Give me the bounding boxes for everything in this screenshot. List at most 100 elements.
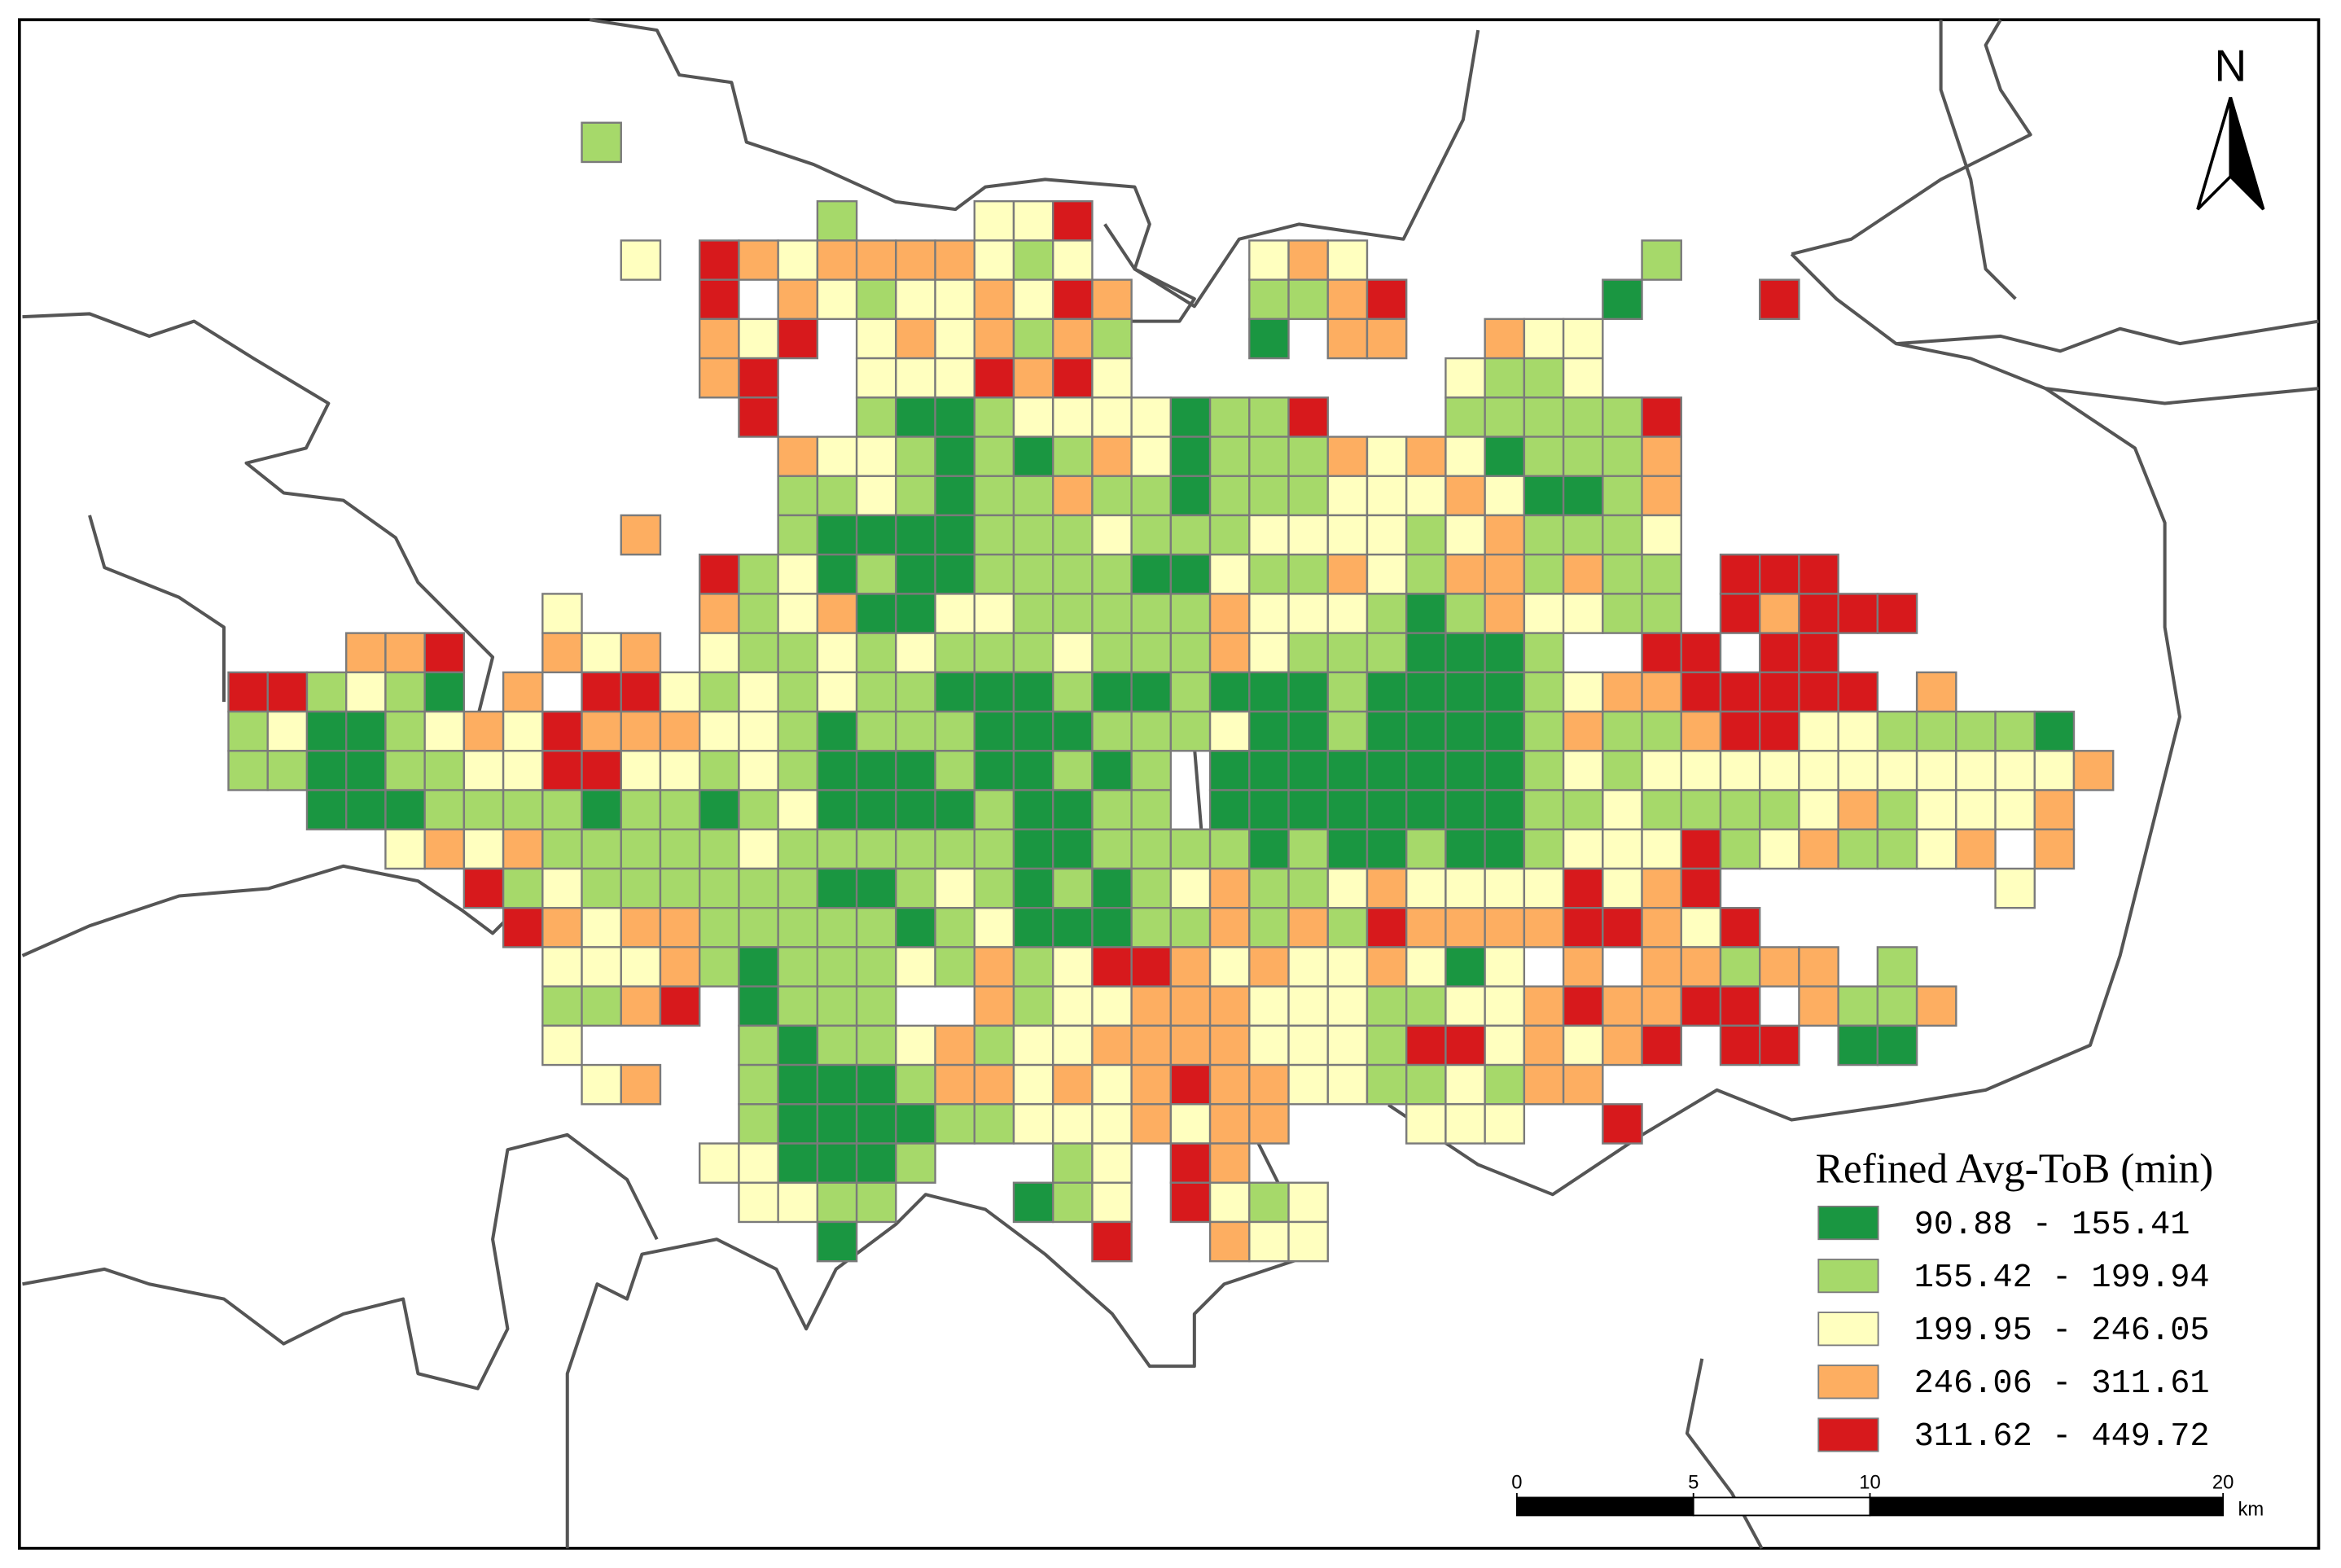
grid-cell bbox=[1248, 985, 1290, 1027]
grid-cell bbox=[1798, 593, 1839, 634]
grid-cell bbox=[1012, 671, 1054, 713]
boundary bbox=[88, 515, 226, 703]
grid-cell bbox=[1208, 632, 1251, 674]
grid-cell bbox=[1091, 1220, 1133, 1263]
grid-cell bbox=[1091, 632, 1133, 674]
grid-cell bbox=[777, 318, 819, 360]
scale-bar-segment bbox=[1692, 1496, 1871, 1517]
grid-cell bbox=[816, 199, 858, 242]
grid-cell bbox=[855, 867, 897, 909]
grid-cell bbox=[423, 750, 466, 791]
grid-cell bbox=[738, 1063, 779, 1106]
grid-cell bbox=[699, 553, 740, 595]
grid-cell bbox=[1484, 593, 1526, 634]
grid-cell bbox=[934, 1024, 975, 1067]
grid-cell bbox=[1012, 553, 1054, 595]
grid-cell bbox=[855, 475, 897, 517]
grid-cell bbox=[345, 789, 387, 830]
grid-cell bbox=[423, 789, 466, 830]
grid-cell bbox=[1405, 750, 1447, 791]
grid-cell bbox=[1759, 946, 1800, 988]
grid-cell bbox=[1876, 1024, 1918, 1067]
grid-cell bbox=[777, 553, 819, 595]
grid-cell bbox=[1248, 1103, 1290, 1145]
grid-cell bbox=[1444, 1103, 1486, 1145]
grid-cell bbox=[1523, 867, 1565, 909]
grid-cell bbox=[1444, 396, 1486, 438]
grid-cell bbox=[1366, 436, 1408, 477]
grid-cell bbox=[855, 750, 897, 791]
grid-cell bbox=[1012, 750, 1054, 791]
grid-cell bbox=[1248, 828, 1290, 870]
grid-cell bbox=[1562, 671, 1604, 713]
grid-cell bbox=[1955, 710, 1997, 752]
grid-cell bbox=[816, 553, 858, 595]
grid-cell bbox=[1602, 475, 1643, 517]
grid-cell bbox=[1602, 593, 1643, 634]
grid-cell bbox=[973, 593, 1015, 634]
legend-swatch bbox=[1817, 1205, 1879, 1241]
grid-cell bbox=[2072, 750, 2115, 791]
grid-cell bbox=[895, 239, 936, 281]
grid-cell bbox=[266, 671, 309, 713]
grid-cell bbox=[855, 985, 897, 1027]
grid-cell bbox=[1523, 1024, 1565, 1067]
grid-cell bbox=[1091, 906, 1133, 948]
grid-cell bbox=[1484, 632, 1526, 674]
grid-cell bbox=[1091, 436, 1133, 477]
grid-cell bbox=[738, 946, 779, 988]
grid-cell bbox=[1287, 396, 1329, 438]
grid-cell bbox=[973, 710, 1015, 752]
grid-cell bbox=[855, 593, 897, 634]
grid-cell bbox=[855, 828, 897, 870]
grid-cell bbox=[1719, 985, 1761, 1027]
grid-cell bbox=[1759, 710, 1800, 752]
grid-cell bbox=[1759, 671, 1800, 713]
grid-cell bbox=[1798, 828, 1839, 870]
grid-cell bbox=[1484, 475, 1526, 517]
grid-cell bbox=[1130, 396, 1173, 438]
legend-swatch bbox=[1817, 1312, 1879, 1347]
grid-cell bbox=[305, 750, 348, 791]
grid-cell bbox=[1798, 946, 1839, 988]
grid-cell bbox=[1641, 593, 1682, 634]
grid-cell bbox=[1602, 1103, 1643, 1145]
grid-cell bbox=[1326, 593, 1369, 634]
grid-cell bbox=[934, 632, 975, 674]
grid-cell bbox=[1602, 436, 1643, 477]
grid-cell bbox=[1602, 828, 1643, 870]
scale-bar-label: 20 bbox=[2212, 1471, 2234, 1493]
grid-cell bbox=[1287, 593, 1329, 634]
grid-cell bbox=[1208, 946, 1251, 988]
grid-cell bbox=[1523, 906, 1565, 948]
grid-cell bbox=[1837, 750, 1879, 791]
grid-cell bbox=[934, 828, 975, 870]
grid-cell bbox=[1876, 593, 1918, 634]
grid-cell bbox=[1562, 318, 1604, 360]
grid-cell bbox=[1837, 985, 1879, 1027]
grid-cell bbox=[1208, 828, 1251, 870]
grid-cell bbox=[1955, 828, 1997, 870]
grid-cell bbox=[1052, 396, 1094, 438]
grid-cell bbox=[502, 828, 544, 870]
grid-cell bbox=[1012, 1181, 1054, 1224]
grid-cell bbox=[816, 671, 858, 713]
grid-cell bbox=[738, 396, 779, 438]
grid-cell bbox=[1444, 828, 1486, 870]
grid-cell bbox=[1680, 828, 1722, 870]
grid-cell bbox=[1248, 867, 1290, 909]
grid-cell bbox=[1680, 671, 1722, 713]
grid-cell bbox=[1326, 828, 1369, 870]
grid-cell bbox=[1012, 946, 1054, 988]
boundary bbox=[1685, 1358, 1764, 1549]
grid-cell bbox=[1641, 553, 1682, 595]
grid-cell bbox=[1405, 789, 1447, 830]
grid-cell bbox=[1876, 750, 1918, 791]
grid-cell bbox=[1091, 789, 1133, 830]
grid-cell bbox=[1444, 671, 1486, 713]
grid-cell bbox=[1248, 632, 1290, 674]
grid-cell bbox=[816, 1024, 858, 1067]
grid-cell bbox=[1366, 867, 1408, 909]
grid-cell bbox=[1759, 828, 1800, 870]
